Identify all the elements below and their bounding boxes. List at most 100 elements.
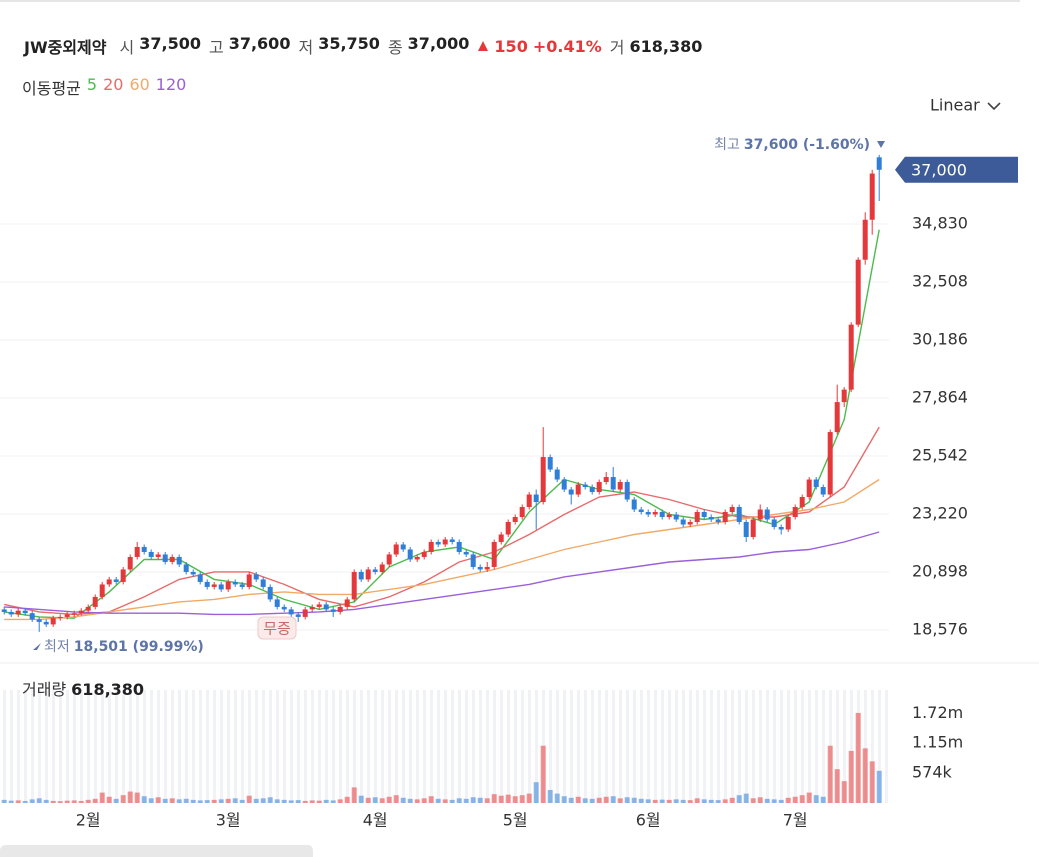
candle-body — [617, 482, 623, 490]
candle-body — [155, 554, 161, 557]
candle-body — [379, 564, 385, 572]
volume-bar — [841, 781, 847, 803]
candle-body — [624, 482, 630, 500]
candle-body — [1, 609, 7, 612]
legend-entry: 60 — [129, 75, 150, 94]
candle-body — [631, 499, 637, 510]
split-badge-box — [257, 616, 297, 640]
candle-body — [519, 507, 525, 517]
quote-label: 종 — [387, 38, 403, 57]
volume-bar — [526, 793, 532, 803]
volume-bar — [379, 798, 385, 803]
volume-title-label: 거래량 — [22, 680, 66, 699]
volume-bar — [43, 799, 49, 803]
volume-bar — [134, 792, 140, 803]
candle-body — [337, 606, 343, 612]
y-tick-label: 27,864 — [912, 387, 968, 406]
candle-body — [330, 609, 336, 612]
scrollbar[interactable] — [0, 845, 313, 857]
x-tick-label: 7월 — [783, 811, 808, 830]
volume-bar — [435, 798, 441, 803]
candle-body — [106, 579, 112, 585]
candle-body — [421, 551, 427, 557]
volume-bar — [708, 799, 714, 803]
volume-bar — [498, 795, 504, 803]
candle-body — [267, 586, 273, 600]
volume-bar — [617, 798, 623, 803]
scale-mode[interactable]: Linear — [930, 96, 980, 115]
volume-bar — [813, 795, 819, 803]
volume-bar — [57, 801, 63, 803]
candle-body — [582, 484, 588, 488]
volume-bar — [610, 796, 616, 803]
candle-body — [701, 512, 707, 517]
candle-body — [204, 581, 210, 587]
volume-bar — [372, 797, 378, 803]
candle-body — [71, 613, 77, 615]
candle-body — [792, 507, 798, 517]
volume-value: 618,380 — [629, 36, 703, 56]
candle-body — [218, 584, 224, 590]
volume-bar — [204, 800, 210, 803]
candle-body — [687, 521, 693, 525]
quote-label: 고 — [208, 38, 224, 57]
volume-bar — [456, 798, 462, 803]
candle-body — [498, 534, 504, 542]
candle-body — [834, 402, 840, 433]
quote-list: 시 37,500 고 37,600 저 35,750 종 37,000 — [119, 34, 472, 58]
candle-body — [848, 324, 854, 390]
candle-body — [183, 564, 189, 572]
volume-bar — [729, 797, 735, 803]
volume-bar — [414, 799, 420, 803]
candle-body — [64, 614, 70, 617]
volume-tick-label: 1.72m — [912, 703, 963, 722]
scale-dropdown[interactable]: Linear — [930, 96, 1001, 115]
price-tag-label: 37,000 — [911, 160, 967, 179]
candle-body — [659, 512, 665, 517]
quote-value: 37,600 — [228, 34, 291, 53]
ma-line — [4, 426, 880, 616]
candle-body — [512, 516, 518, 522]
x-tick-label: 3월 — [216, 811, 241, 830]
candle-body — [407, 549, 413, 560]
volume-bar — [855, 712, 861, 803]
candle-body — [127, 556, 133, 570]
volume-bar — [519, 795, 525, 803]
candle-body — [477, 566, 483, 570]
candle-body — [575, 484, 581, 495]
volume-bar — [666, 799, 672, 803]
candle-body — [505, 521, 511, 535]
volume-bar — [792, 796, 798, 803]
volume-bar — [155, 797, 161, 803]
volume-bar — [596, 797, 602, 803]
chevron[interactable] — [987, 102, 1001, 111]
volume-bar — [148, 798, 154, 803]
candle-body — [309, 606, 315, 610]
volume-bar — [631, 797, 637, 803]
volume-bar — [120, 795, 126, 803]
candle-body — [148, 551, 154, 557]
volume-bar — [736, 795, 742, 803]
candle-body — [680, 519, 686, 525]
volume-bar — [743, 793, 749, 803]
candle-body — [302, 609, 308, 617]
candle-body — [92, 596, 98, 607]
volume-bar — [575, 796, 581, 803]
volume-bar — [799, 795, 805, 803]
volume-bar — [568, 797, 574, 803]
x-tick-label: 5월 — [503, 811, 528, 830]
candle-body — [134, 546, 140, 557]
quote-value: 37,500 — [139, 34, 201, 53]
quote-label: 저 — [298, 38, 314, 57]
candle-body — [8, 611, 14, 615]
candle-body — [589, 487, 595, 493]
volume-bar — [701, 799, 707, 803]
candle-body — [225, 581, 231, 590]
volume-title: 거래량 618,380 — [22, 680, 144, 699]
volume-bar — [484, 798, 490, 803]
candle-body — [764, 509, 770, 520]
candle-body — [694, 512, 700, 522]
volume-bar — [624, 797, 630, 803]
volume-bar — [442, 799, 448, 803]
